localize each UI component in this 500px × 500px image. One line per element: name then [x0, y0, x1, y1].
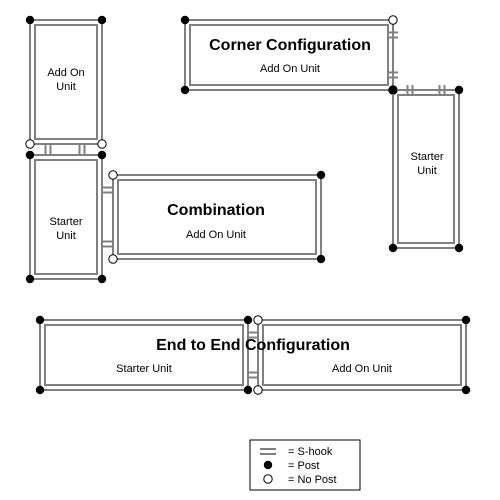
post-icon: [98, 275, 106, 283]
s-hook-icon: [103, 188, 113, 193]
combo-title: Combination: [167, 202, 265, 219]
combo-addon-label: Add On Unit: [186, 229, 246, 241]
legend-label-shook: = S-hook: [288, 446, 333, 458]
nopost-icon: [109, 255, 117, 263]
nopost-icon: [389, 16, 397, 24]
post-icon: [98, 16, 106, 24]
post-icon: [244, 316, 252, 324]
post-icon: [455, 86, 463, 94]
shelving-config-diagram: Add On Unit Corner Configuration Add On Uni…: [0, 0, 500, 500]
nopost-icon: [109, 171, 117, 179]
post-icon: [181, 86, 189, 94]
corner-start-2: Unit: [417, 165, 437, 177]
nopost-icon: [26, 140, 34, 148]
nopost-icon: [254, 316, 262, 324]
post-icon: [36, 386, 44, 394]
post-icon: [389, 86, 397, 94]
post-icon: [36, 316, 44, 324]
corner-start-1: Starter: [410, 151, 443, 163]
post-icon: [26, 151, 34, 159]
nopost-icon: [254, 386, 262, 394]
nopost-icon: [264, 475, 272, 483]
corner-addon-label: Add On Unit: [260, 63, 320, 75]
tl-addon-label-2: Unit: [56, 81, 76, 93]
unit-corner_addon: [181, 16, 397, 94]
corner-title: Corner Configuration: [209, 37, 371, 54]
combo-start-1: Starter: [49, 216, 82, 228]
legend: = S-hook = Post = No Post: [250, 440, 360, 490]
e2e-start-label: Starter Unit: [116, 363, 172, 375]
post-icon: [317, 255, 325, 263]
legend-label-nopost: = No Post: [288, 474, 337, 486]
legend-label-post: = Post: [288, 460, 320, 472]
post-icon: [98, 151, 106, 159]
post-icon: [317, 171, 325, 179]
unit-e2e_addon: [254, 316, 470, 394]
nopost-icon: [98, 140, 106, 148]
post-icon: [455, 244, 463, 252]
post-icon: [181, 16, 189, 24]
post-icon: [244, 386, 252, 394]
s-hook-icon: [248, 373, 258, 378]
s-hook-icon: [103, 242, 113, 247]
unit-e2e_start: [36, 316, 252, 394]
e2e-addon-label: Add On Unit: [332, 363, 392, 375]
post-icon: [462, 386, 470, 394]
post-icon: [389, 244, 397, 252]
post-icon: [264, 461, 272, 469]
s-hook-icon: [46, 144, 51, 154]
post-icon: [26, 275, 34, 283]
e2e-title-1: End to End Configuration: [156, 337, 350, 354]
s-hook-icon: [80, 144, 85, 154]
post-icon: [462, 316, 470, 324]
combo-start-2: Unit: [56, 230, 76, 242]
tl-addon-label-1: Add On: [47, 67, 84, 79]
post-icon: [26, 16, 34, 24]
